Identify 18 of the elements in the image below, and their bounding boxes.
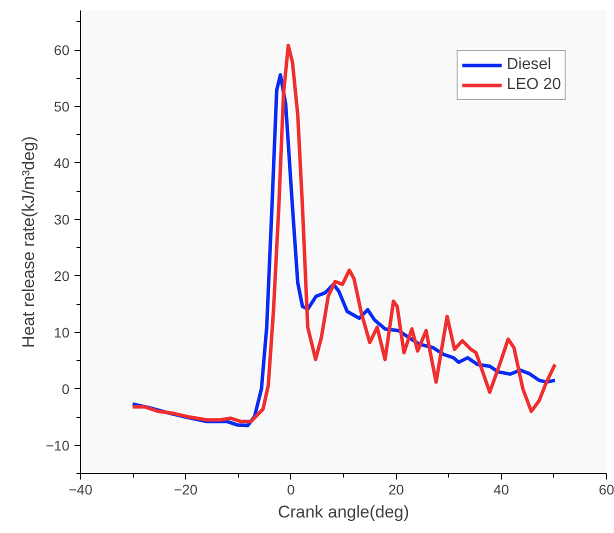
y-tick-label: 0 [62,380,70,397]
x-tick-label: 0 [287,482,296,498]
legend-label: Diesel [506,56,552,74]
y-tick-label: 60 [54,42,70,58]
legend-label: LEO 20 [506,76,561,94]
y-tick-label: 10 [54,324,70,340]
y-tick-label: 40 [54,154,70,171]
y-tick-label: 20 [54,268,70,284]
y-tick-label: 50 [54,98,70,114]
x-tick-label: 60 [598,482,614,498]
y-tick-label: −10 [46,437,70,454]
y-axis-title: Heat release rate(kJ/m³deg) [18,136,38,348]
x-axis-title: Crank angle(deg) [278,502,410,522]
y-tick-label: 30 [54,211,70,228]
x-tick-label: 20 [388,482,404,498]
x-tick-label: 40 [494,482,510,498]
x-tick-label: −20 [174,482,198,498]
x-tick-label: −40 [68,482,93,498]
